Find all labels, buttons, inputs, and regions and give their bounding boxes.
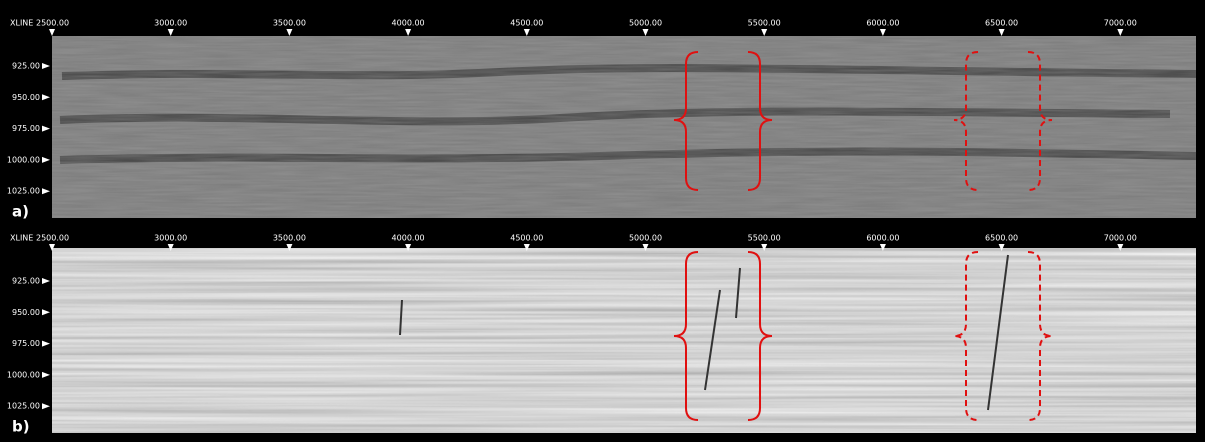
- x-tick-marker: [405, 29, 412, 36]
- x-tick-label: 3000.00: [154, 19, 187, 28]
- x-tick-label: 2500.00: [36, 234, 69, 243]
- y-tick-label: 1025.00: [7, 402, 40, 411]
- texture-a: [52, 36, 1196, 218]
- x-tick-label: 4000.00: [392, 19, 425, 28]
- y-tick-label: 925.00: [12, 62, 40, 71]
- x-tick-marker: [286, 29, 293, 36]
- x-tick-label: 3500.00: [273, 234, 306, 243]
- x-tick-label: 5000.00: [629, 234, 662, 243]
- x-tick-label: 6500.00: [985, 234, 1018, 243]
- panel-label: b): [12, 418, 30, 436]
- highlight-braces: [673, 51, 1053, 421]
- x-tick-marker: [167, 29, 174, 36]
- x-tick-marker: [642, 244, 649, 251]
- y-tick-marker: [42, 125, 50, 132]
- x-tick-label: 5500.00: [748, 234, 781, 243]
- x-tick-marker: [1117, 29, 1124, 36]
- x-tick-label: 5500.00: [748, 19, 781, 28]
- x-tick-marker: [879, 29, 886, 36]
- x-tick-label: 6500.00: [985, 19, 1018, 28]
- x-tick-label: 4500.00: [510, 19, 543, 28]
- x-tick-label: 5000.00: [629, 19, 662, 28]
- x-axis-title: XLINE: [10, 19, 33, 28]
- x-tick-marker: [405, 244, 412, 251]
- y-tick-marker: [42, 156, 50, 163]
- x-tick-label: 4500.00: [510, 234, 543, 243]
- y-tick-label: 925.00: [12, 277, 40, 286]
- y-tick-marker: [42, 188, 50, 195]
- y-tick-label: 950.00: [12, 308, 40, 317]
- x-tick-marker: [49, 244, 55, 251]
- x-tick-label: 6000.00: [866, 234, 899, 243]
- x-tick-label: 7000.00: [1104, 19, 1137, 28]
- x-tick-marker: [167, 244, 174, 251]
- y-tick-label: 975.00: [12, 124, 40, 133]
- y-tick-label: 950.00: [12, 93, 40, 102]
- x-axis-title: XLINE: [10, 234, 33, 243]
- x-tick-marker: [761, 244, 768, 251]
- x-tick-marker: [49, 29, 55, 36]
- panel-label: a): [12, 203, 29, 221]
- x-tick-label: 3500.00: [273, 19, 306, 28]
- y-tick-marker: [42, 278, 50, 284]
- x-tick-marker: [523, 29, 530, 36]
- x-tick-marker: [998, 29, 1005, 36]
- seismic-image-b: [52, 248, 1196, 433]
- x-tick-label: 2500.00: [36, 19, 69, 28]
- x-tick-marker: [879, 244, 886, 251]
- y-tick-label: 1000.00: [7, 370, 40, 379]
- y-tick-marker: [42, 94, 50, 101]
- x-tick-marker: [998, 244, 1005, 251]
- y-tick-label: 1025.00: [7, 187, 40, 196]
- x-tick-marker: [286, 244, 293, 251]
- faults-b: [399, 254, 1009, 411]
- x-tick-marker: [642, 29, 649, 36]
- x-tick-label: 6000.00: [866, 19, 899, 28]
- x-tick-label: 3000.00: [154, 234, 187, 243]
- y-tick-marker: [42, 309, 50, 316]
- x-tick-marker: [523, 244, 530, 251]
- y-tick-marker: [42, 403, 50, 410]
- x-tick-label: 4000.00: [392, 234, 425, 243]
- y-tick-marker: [42, 340, 50, 347]
- x-tick-label: 7000.00: [1104, 234, 1137, 243]
- y-tick-marker: [42, 63, 50, 69]
- y-tick-label: 975.00: [12, 339, 40, 348]
- x-tick-marker: [761, 29, 768, 36]
- y-tick-label: 1000.00: [7, 155, 40, 164]
- x-tick-marker: [1117, 244, 1124, 251]
- y-tick-marker: [42, 371, 50, 378]
